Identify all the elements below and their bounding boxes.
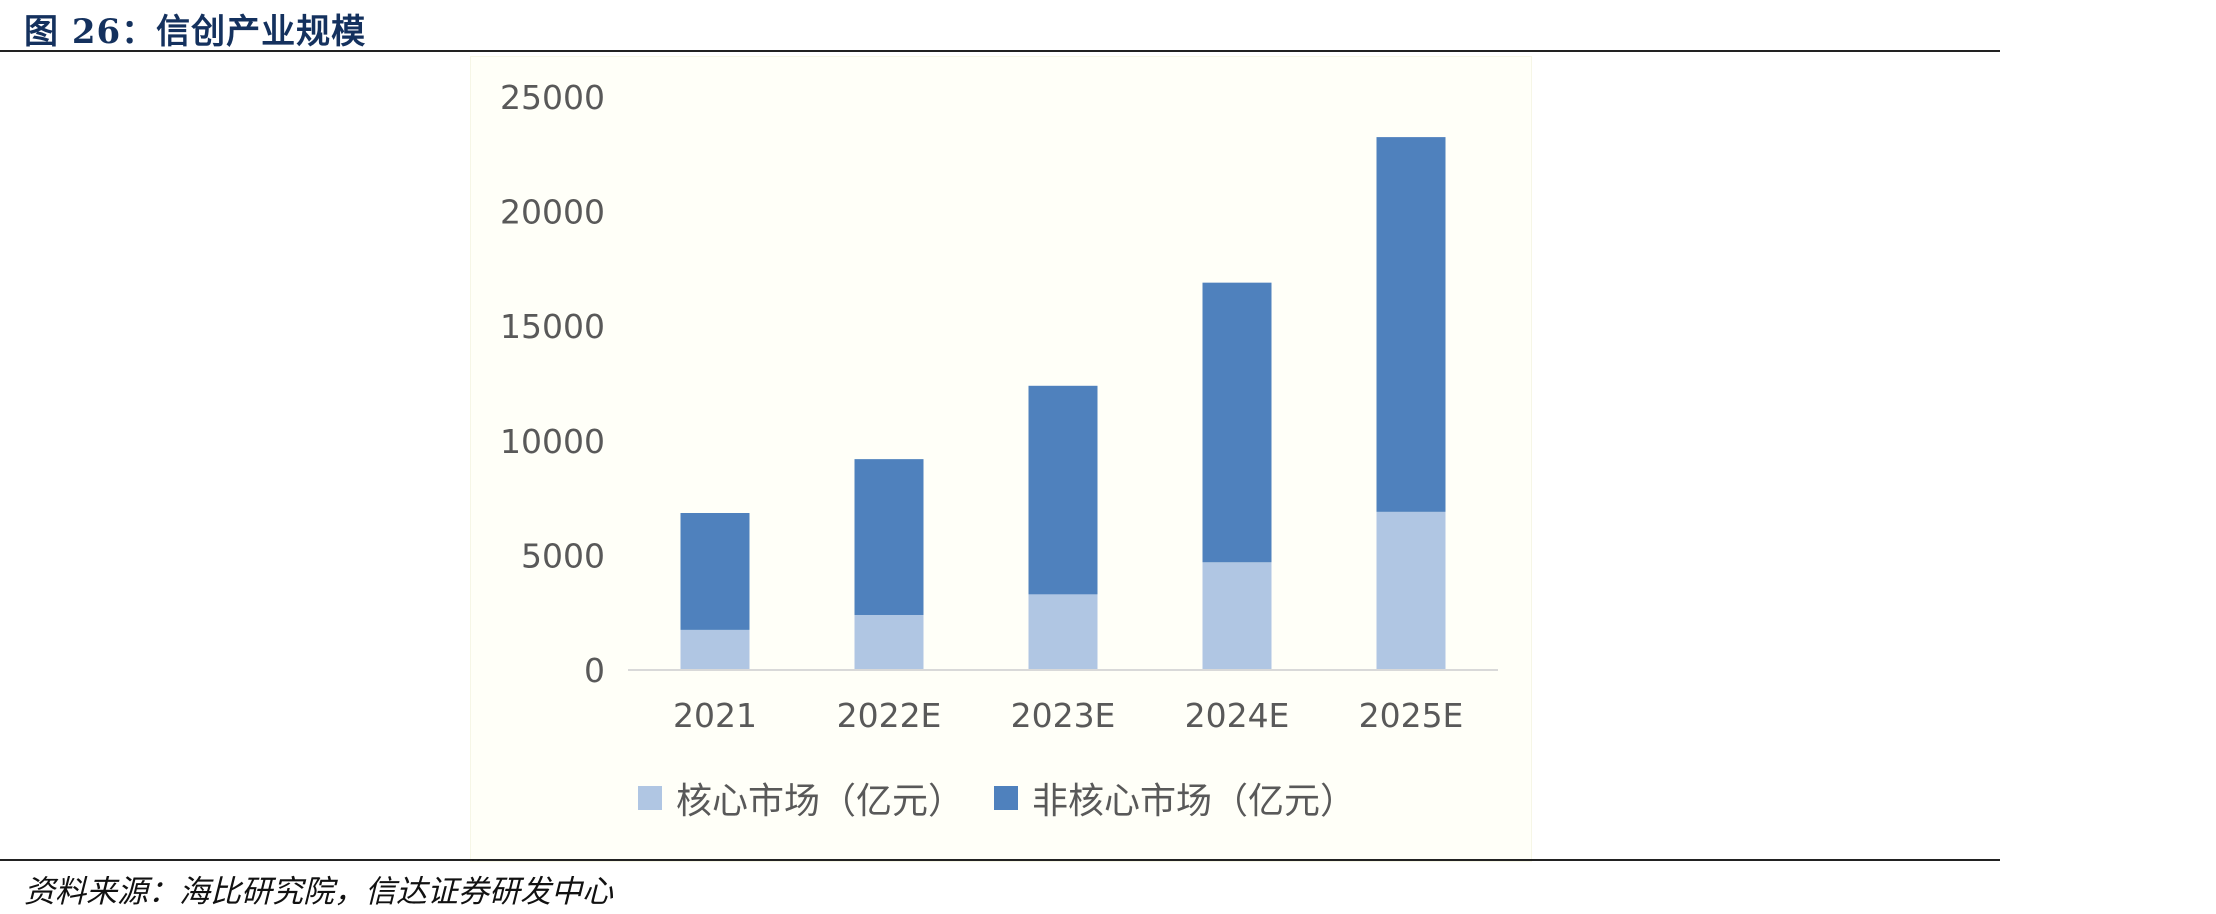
legend-label-noncore: 非核心市场（亿元） [1032,781,1357,822]
chart-legend: 核心市场（亿元） 非核心市场（亿元） [638,772,1386,824]
bar-noncore [854,459,924,615]
source-note: 资料来源：海比研究院，信达证券研发中心 [24,874,613,910]
bar-noncore [1202,282,1272,563]
y-tick-label: 25000 [500,78,605,117]
bar-noncore [680,512,750,630]
legend-item-core: 核心市场（亿元） [638,772,964,824]
bottom-divider [0,859,2000,861]
y-tick-label: 10000 [500,422,605,461]
legend-swatch-core [638,786,662,810]
legend-label-core: 核心市场（亿元） [676,781,965,822]
bar-core [1202,562,1272,670]
x-tick-label: 2023E [1011,696,1116,735]
x-tick-label: 2021 [673,696,757,735]
x-tick-label: 2022E [837,696,942,735]
x-tick-label: 2024E [1185,696,1290,735]
y-tick-label: 5000 [521,536,605,575]
x-tick-label: 2025E [1359,696,1464,735]
legend-item-noncore: 非核心市场（亿元） [994,772,1356,824]
bar-core [1376,511,1446,670]
bar-noncore [1376,137,1446,512]
figure-title: 图 26：信创产业规模 [24,12,367,52]
bar-noncore [1028,385,1098,595]
y-tick-label: 0 [584,651,605,690]
bar-core [680,629,750,670]
bar-core [854,614,924,670]
top-divider [0,50,2000,52]
bar-core [1028,594,1098,670]
legend-swatch-noncore [994,786,1019,810]
y-tick-label: 15000 [500,307,605,346]
chart-area [470,56,1532,862]
y-tick-label: 20000 [500,193,605,232]
